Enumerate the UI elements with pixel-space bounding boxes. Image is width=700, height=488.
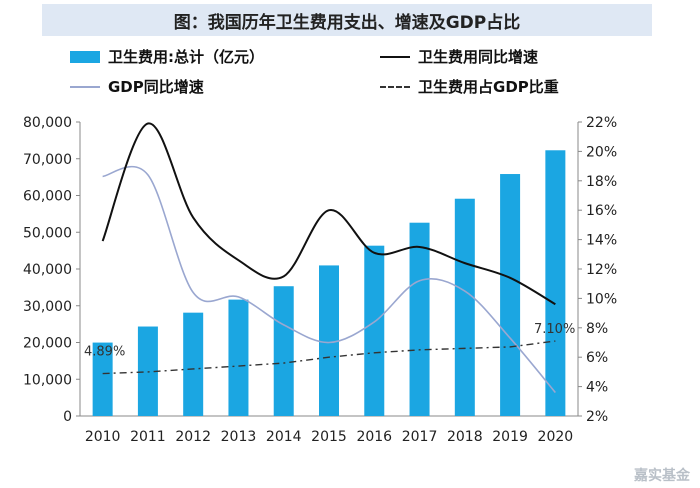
chart-title-text: 图：我国历年卫生费用支出、增速及GDP占比 (173, 12, 521, 33)
line-share (102, 340, 556, 375)
legend-bar-swatch (70, 50, 100, 63)
x-tick-label: 2011 (130, 429, 166, 445)
bar-health-total (183, 312, 204, 416)
x-tick-label: 2014 (266, 429, 302, 445)
legend-item-gdp-growth: GDP同比增速 (70, 76, 204, 97)
y-right-tick-label: 22% (586, 115, 617, 131)
watermark-text: 嘉实基金 (634, 468, 690, 484)
y-right-tick-label: 12% (586, 262, 617, 278)
x-tick-label: 2018 (447, 429, 483, 445)
bar-health-total (409, 222, 430, 416)
x-tick-label: 2015 (311, 429, 347, 445)
line-gdp-growth (102, 166, 556, 393)
legend-health-growth-swatch (380, 55, 410, 58)
y-right-tick-label: 8% (586, 321, 608, 337)
y-left-tick-label: 20,000 (23, 336, 72, 352)
y-left-tick-label: 70,000 (23, 152, 72, 168)
x-tick-label: 2012 (175, 429, 211, 445)
bar-health-total (273, 286, 294, 416)
legend-item-health-growth: 卫生费用同比增速 (380, 46, 538, 67)
y-left-tick-label: 50,000 (23, 225, 72, 241)
y-right-tick-label: 2% (586, 409, 608, 425)
line-health-growth (101, 122, 556, 306)
y-left-tick-label: 80,000 (23, 115, 72, 131)
bar-health-total (454, 198, 475, 416)
y-right-tick-label: 20% (586, 144, 617, 160)
bar-health-total (364, 245, 385, 416)
x-tick-label: 2017 (402, 429, 438, 445)
y-right-tick-label: 10% (586, 291, 617, 307)
x-tick-label: 2013 (221, 429, 257, 445)
annotation-start-share: 4.89% (84, 345, 125, 360)
y-left-tick-label: 30,000 (23, 299, 72, 315)
legend-bar-label: 卫生费用:总计（亿元） (108, 48, 264, 66)
legend-item-share: 卫生费用占GDP比重 (380, 76, 559, 97)
x-tick-label: 2019 (492, 429, 528, 445)
legend-health-growth-label: 卫生费用同比增速 (418, 48, 539, 66)
y-right-tick-label: 16% (586, 203, 617, 219)
bar-health-total (545, 150, 566, 416)
chart-title: 图：我国历年卫生费用支出、增速及GDP占比 (42, 4, 652, 36)
x-tick-label: 2020 (538, 429, 574, 445)
watermark: 嘉实基金 (634, 465, 690, 485)
y-right-tick-label: 4% (586, 380, 608, 396)
bar-health-total (319, 265, 339, 416)
bar-health-total (500, 174, 521, 416)
y-left-tick-label: 0 (63, 409, 72, 425)
y-right-tick-label: 18% (586, 174, 617, 190)
legend-gdp-growth-label: GDP同比增速 (108, 78, 204, 96)
y-left-tick-label: 40,000 (23, 262, 72, 278)
annotation-end-share: 7.10% (534, 322, 575, 337)
bar-health-total (228, 299, 249, 416)
y-left-tick-label: 10,000 (23, 372, 72, 388)
legend-gdp-growth-swatch (70, 85, 100, 88)
bar-health-total (92, 342, 113, 416)
legend-item-bar: 卫生费用:总计（亿元） (70, 46, 264, 67)
y-right-tick-label: 14% (586, 233, 617, 249)
legend-share-label: 卫生费用占GDP比重 (418, 78, 559, 96)
y-left-tick-label: 60,000 (23, 189, 72, 205)
legend-share-swatch (380, 85, 410, 88)
y-right-tick-label: 6% (586, 350, 608, 366)
x-tick-label: 2016 (356, 429, 392, 445)
x-tick-label: 2010 (85, 429, 121, 445)
